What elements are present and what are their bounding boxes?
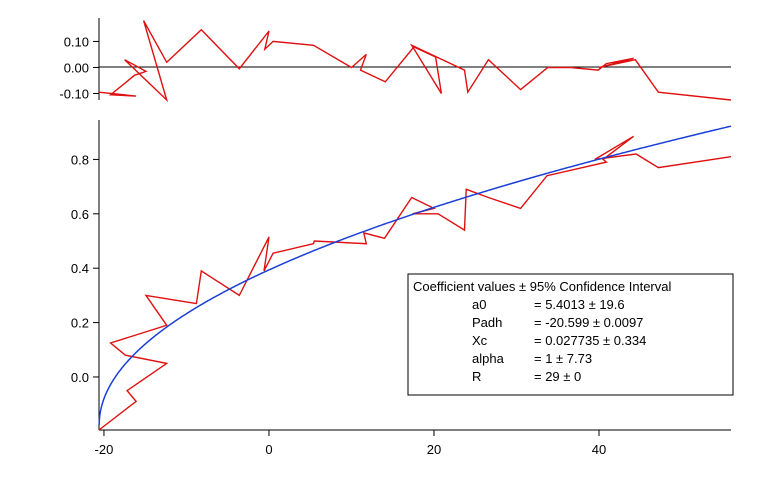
main-y-tick-label: 0.2 — [71, 316, 89, 331]
main-x-tick-label: 20 — [427, 442, 441, 457]
main-y-tick-label: 0.4 — [71, 261, 89, 276]
main-y-tick-label: 0.0 — [71, 370, 89, 385]
legend-row-name: alpha — [472, 351, 505, 366]
main-x-tick-label: 40 — [592, 442, 606, 457]
legend-row-name: a0 — [472, 297, 486, 312]
main-x-tick-label: 0 — [265, 442, 272, 457]
main-panel: 0.0 0.2 0.4 0.6 0.8 -20 0 20 40 — [71, 120, 732, 457]
residual-y-tick-label: -0.10 — [59, 86, 89, 101]
fit-curve-line — [98, 125, 732, 425]
legend-row-value: = 29 ± 0 — [534, 369, 581, 384]
legend-row-value: = 5.4013 ± 19.6 — [534, 297, 625, 312]
legend-row-value: = 1 ± 7.73 — [534, 351, 592, 366]
coefficient-legend: Coefficient values ± 95% Confidence Inte… — [407, 273, 734, 396]
residual-y-tick-label: 0.10 — [64, 34, 89, 49]
legend-row-name: Xc — [472, 333, 488, 348]
legend-row-value: = -20.599 ± 0.0097 — [534, 315, 643, 330]
main-x-tick-label: -20 — [95, 442, 114, 457]
main-y-tick-label: 0.6 — [71, 207, 89, 222]
legend-row-name: Padh — [472, 315, 502, 330]
legend-box — [407, 273, 734, 396]
data-series-line — [98, 135, 732, 431]
residual-series-line — [98, 20, 732, 103]
residual-panel: 0.10 0.00 -0.10 — [59, 18, 732, 103]
main-y-tick-label: 0.8 — [71, 152, 89, 167]
legend-row-name: R — [472, 369, 481, 384]
residual-y-tick-label: 0.00 — [64, 60, 89, 75]
legend-title: Coefficient values ± 95% Confidence Inte… — [413, 279, 671, 294]
legend-row-value: = 0.027735 ± 0.334 — [534, 333, 646, 348]
